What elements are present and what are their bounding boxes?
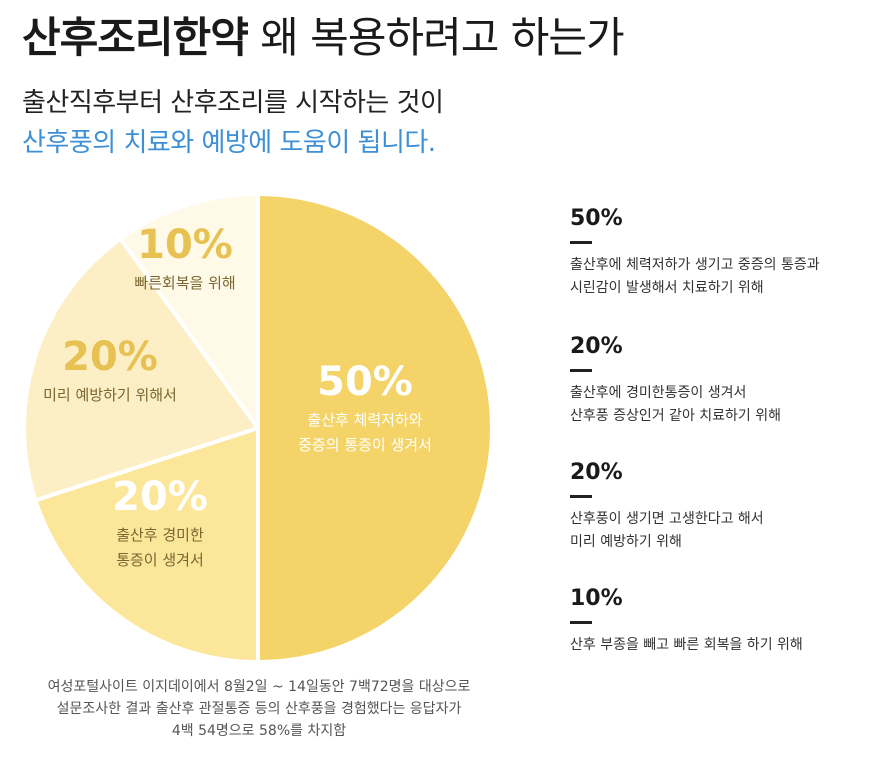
slice-desc-label: 통증이 생겨서 [116, 551, 204, 569]
pie-slice [22, 236, 260, 503]
legend-desc-line: 산후 부종을 빼고 빠른 회복을 하기 위해 [570, 637, 803, 653]
legend-desc: 출산후에 경미한통증이 생겨서 산후풍 증상인거 같아 치료하기 위해 [570, 382, 860, 428]
legend-value: 20% [570, 334, 623, 359]
slice-percent-label: 20% [62, 334, 158, 380]
legend-item: 20% 출산후에 경미한통증이 생겨서 산후풍 증상인거 같아 치료하기 위해 [570, 333, 860, 428]
footnote-line: 여성포털사이트 이지데이에서 8월2일 ~ 14일동안 7백72명을 대상으로 [47, 679, 471, 695]
page-title: 산후조리한약 왜 복용하려고 하는가 [22, 12, 625, 64]
legend-item: 10% 산후 부종을 빼고 빠른 회복을 하기 위해 [570, 585, 860, 657]
slice-percent-label: 20% [112, 474, 208, 520]
legend-item: 50% 출산후에 체력저하가 생기고 중증의 통증과 시린감이 발생해서 치료하… [570, 205, 860, 300]
slice-percent-label: 10% [137, 222, 233, 268]
legend-divider [570, 621, 592, 624]
legend-divider [570, 241, 592, 244]
legend-item: 20% 산후풍이 생기면 고생한다고 해서 미리 예방하기 위해 [570, 459, 860, 554]
title-rest: 왜 복용하려고 하는가 [247, 13, 624, 62]
pie-slice [118, 192, 260, 430]
slice-percent-label: 50% [317, 359, 413, 405]
legend-value: 50% [570, 206, 623, 231]
legend-desc: 산후풍이 생기면 고생한다고 해서 미리 예방하기 위해 [570, 508, 860, 554]
footnote-line: 설문조사한 결과 출산후 관절통증 등의 산후풍을 경험했다는 응답자가 [56, 701, 462, 717]
legend-value: 10% [570, 586, 623, 611]
footnote-line: 4백 54명으로 58%를 차지함 [171, 723, 347, 739]
legend-desc-line: 시린감이 발생해서 치료하기 위해 [570, 280, 764, 296]
legend-divider [570, 369, 592, 372]
subtitle-line-1: 출산직후부터 산후조리를 시작하는 것이 [22, 88, 444, 118]
legend-value: 20% [570, 460, 623, 485]
pie-slice [33, 426, 260, 664]
legend-desc: 출산후에 체력저하가 생기고 중증의 통증과 시린감이 발생해서 치료하기 위해 [570, 254, 860, 300]
legend-desc-line: 미리 예방하기 위해 [570, 534, 682, 550]
slice-desc-label: 출산후 체력저하와 [307, 411, 422, 429]
legend-desc: 산후 부종을 빼고 빠른 회복을 하기 위해 [570, 634, 860, 657]
legend-desc-line: 출산후에 체력저하가 생기고 중증의 통증과 [570, 257, 820, 273]
legend-desc-line: 산후풍 증상인거 같아 치료하기 위해 [570, 408, 781, 424]
pie-slice [256, 192, 494, 664]
legend-desc-line: 산후풍이 생기면 고생한다고 해서 [570, 511, 764, 527]
footnote: 여성포털사이트 이지데이에서 8월2일 ~ 14일동안 7백72명을 대상으로 … [22, 676, 496, 742]
slice-desc-label: 출산후 경미한 [116, 526, 204, 544]
slice-desc-label: 중증의 통증이 생겨서 [298, 436, 432, 454]
legend-divider [570, 495, 592, 498]
subtitle-line-2: 산후풍의 치료와 예방에 도움이 됩니다. [22, 128, 436, 158]
slice-desc-label: 미리 예방하기 위해서 [43, 386, 177, 404]
legend-desc-line: 출산후에 경미한통증이 생겨서 [570, 385, 747, 401]
slice-desc-label: 빠른회복을 위해 [134, 274, 235, 292]
title-bold: 산후조리한약 [22, 13, 249, 62]
